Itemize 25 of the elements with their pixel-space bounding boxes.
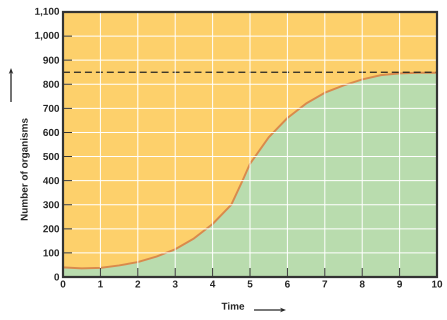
x-tick-label: 8 <box>360 280 365 288</box>
x-tick-label: 10 <box>432 280 442 288</box>
y-axis-title: Number of organisms <box>20 118 30 220</box>
x-tick-label: 0 <box>60 280 66 288</box>
x-tick-label: 7 <box>322 280 328 288</box>
y-tick-label: 200 <box>43 225 60 232</box>
x-tick-label: 1 <box>98 280 103 288</box>
y-tick-label: 700 <box>43 104 60 112</box>
x-axis-title: Time <box>222 302 244 310</box>
x-tick-label: 6 <box>284 280 290 288</box>
x-tick-label: 4 <box>210 280 216 288</box>
y-tick-label: 100 <box>43 249 60 256</box>
y-tick-label: 1,000 <box>35 32 60 40</box>
y-tick-label: 300 <box>43 201 60 208</box>
y-tick-label: 800 <box>43 80 60 88</box>
x-tick-label: 3 <box>172 280 178 288</box>
y-tick-label: 900 <box>43 56 60 64</box>
y-tick-label: 400 <box>43 177 60 184</box>
x-tick-label: 2 <box>135 280 140 288</box>
y-tick-label: 500 <box>43 153 60 160</box>
y-tick-label: 600 <box>43 128 60 136</box>
x-tick-label: 5 <box>248 280 252 288</box>
y-tick-label: 1,100 <box>35 8 60 16</box>
x-tick-label: 9 <box>397 280 402 288</box>
y-tick-label: 0 <box>54 273 60 281</box>
